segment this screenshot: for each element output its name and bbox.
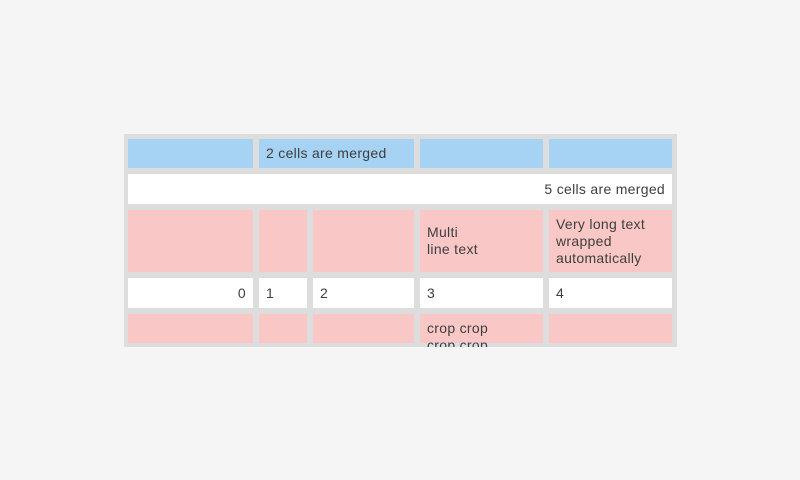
number-label-2: 2 [320,284,329,301]
number-cell-3[interactable]: 3 [420,278,543,308]
pink-cell-r5c5[interactable] [549,314,672,343]
multiline-text-label: Multi line text [427,224,478,257]
blue-cell-r1c4[interactable] [420,139,543,168]
wrapped-text-cell[interactable]: Very long text wrapped automatically [549,210,672,272]
pink-cell-r5c1[interactable] [128,314,253,343]
number-label-3: 3 [427,284,436,301]
pink-cell-r3c1[interactable] [128,210,253,272]
number-label-0: 0 [237,284,246,301]
merged-5-cell[interactable]: 5 cells are merged [128,174,672,204]
pink-cell-r5c3[interactable] [313,314,414,343]
blue-cell-r1c5[interactable] [549,139,672,168]
crop-text-cell[interactable]: crop crop crop crop [420,314,543,347]
number-label-4: 4 [556,284,565,301]
pink-cell-r5c2[interactable] [259,314,307,343]
number-cell-0[interactable]: 0 [128,278,253,308]
merged-2-label: 2 cells are merged [266,145,387,161]
wrapped-text-label: Very long text wrapped automatically [556,215,646,266]
pink-cell-r3c2[interactable] [259,210,307,272]
table-widget[interactable]: 2 cells are merged 5 cells are merged Mu… [124,134,677,347]
number-cell-4[interactable]: 4 [549,278,672,308]
multiline-text-cell[interactable]: Multi line text [420,210,543,272]
number-cell-1[interactable]: 1 [259,278,307,308]
crop-text-label: crop crop crop crop [427,320,489,347]
pink-cell-r3c3[interactable] [313,210,414,272]
blue-cell-r1c1[interactable] [128,139,253,168]
merged-5-label: 5 cells are merged [544,180,665,197]
number-cell-2[interactable]: 2 [313,278,414,308]
table-grid: 2 cells are merged 5 cells are merged Mu… [128,139,672,347]
merged-2-cell[interactable]: 2 cells are merged [259,139,414,168]
number-label-1: 1 [266,284,275,301]
